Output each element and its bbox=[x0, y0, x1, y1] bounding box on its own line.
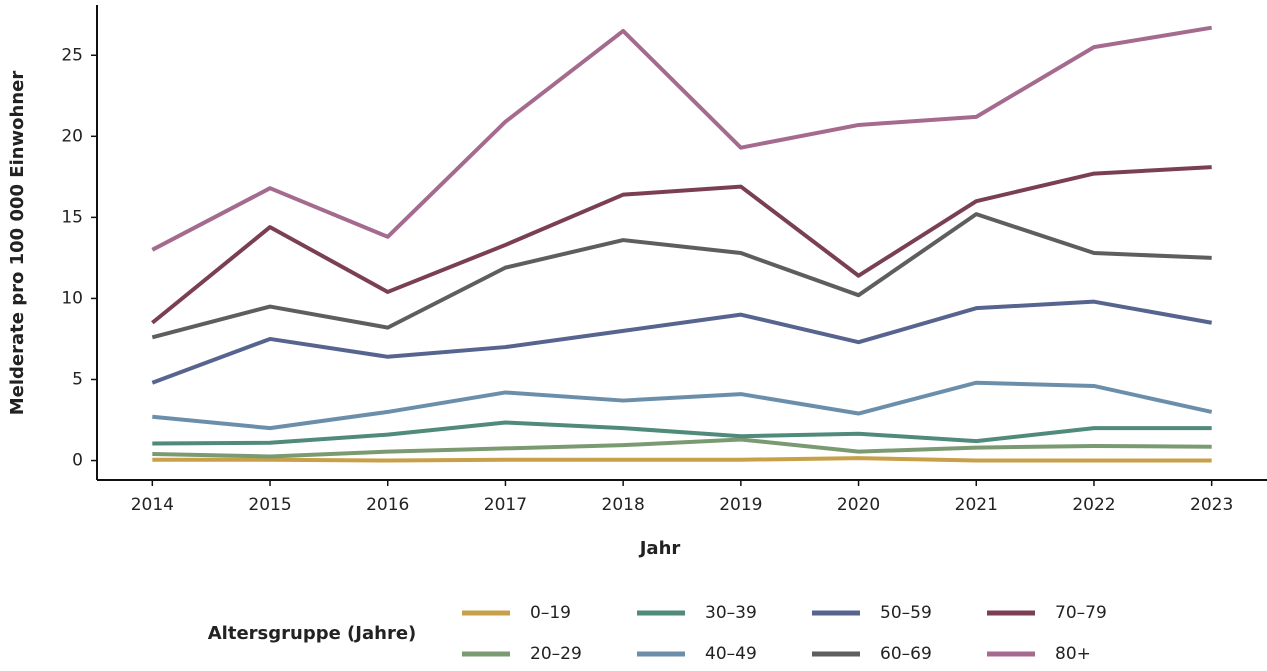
x-tick-label: 2017 bbox=[484, 495, 527, 515]
y-axis-label: Melderate pro 100 000 Einwohner bbox=[7, 71, 28, 416]
x-axis-label: Jahr bbox=[638, 538, 681, 559]
x-tick-label: 2019 bbox=[719, 495, 762, 515]
y-tick-label: 25 bbox=[61, 45, 83, 65]
y-tick-label: 0 bbox=[72, 451, 83, 471]
legend-label: 70–79 bbox=[1055, 603, 1107, 623]
legend-label: 0–19 bbox=[530, 603, 571, 623]
legend-label: 60–69 bbox=[880, 644, 932, 664]
x-tick-label: 2021 bbox=[955, 495, 998, 515]
x-tick-label: 2014 bbox=[131, 495, 174, 515]
x-tick-label: 2016 bbox=[366, 495, 409, 515]
x-tick-label: 2022 bbox=[1072, 495, 1115, 515]
x-tick-label: 2015 bbox=[248, 495, 291, 515]
series-line bbox=[152, 437, 1212, 459]
series-line bbox=[152, 380, 1213, 431]
legend-label: 30–39 bbox=[705, 603, 757, 623]
x-tick-label: 2020 bbox=[837, 495, 880, 515]
y-tick-label: 15 bbox=[61, 207, 83, 227]
series-line bbox=[151, 165, 1212, 325]
y-tick-label: 20 bbox=[61, 126, 83, 146]
y-tick-label: 5 bbox=[72, 369, 83, 389]
y-tick-label: 10 bbox=[61, 288, 83, 308]
x-tick-label: 2018 bbox=[602, 495, 645, 515]
legend-label: 20–29 bbox=[530, 644, 582, 664]
legend-label: 40–49 bbox=[705, 644, 757, 664]
legend-label: 80+ bbox=[1055, 644, 1091, 664]
series-line bbox=[152, 420, 1212, 446]
series-line bbox=[152, 456, 1212, 463]
x-tick-label: 2023 bbox=[1190, 495, 1233, 515]
series-line bbox=[151, 212, 1212, 340]
series-line bbox=[151, 25, 1213, 252]
series-line bbox=[151, 299, 1213, 385]
legend-label: 50–59 bbox=[880, 603, 932, 623]
legend-title: Altersgruppe (Jahre) bbox=[208, 623, 417, 644]
